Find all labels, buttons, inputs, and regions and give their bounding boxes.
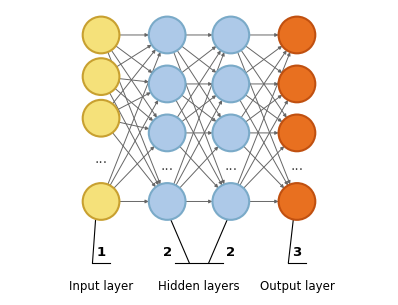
Circle shape: [83, 58, 119, 95]
Circle shape: [213, 66, 249, 102]
Circle shape: [213, 115, 249, 151]
Text: 2: 2: [226, 246, 235, 259]
Text: ...: ...: [224, 159, 237, 173]
Text: Output layer: Output layer: [259, 280, 334, 293]
Text: ...: ...: [94, 152, 107, 166]
Circle shape: [213, 16, 249, 53]
Circle shape: [213, 183, 249, 220]
Circle shape: [279, 115, 315, 151]
Text: 1: 1: [96, 246, 105, 259]
Text: 3: 3: [292, 246, 302, 259]
Text: 2: 2: [163, 246, 172, 259]
Circle shape: [149, 183, 185, 220]
Text: Hidden layers: Hidden layers: [158, 280, 240, 293]
Circle shape: [279, 66, 315, 102]
Circle shape: [83, 100, 119, 137]
Text: ...: ...: [291, 159, 304, 173]
Circle shape: [149, 115, 185, 151]
Text: ...: ...: [161, 159, 174, 173]
Circle shape: [149, 66, 185, 102]
Circle shape: [83, 16, 119, 53]
Circle shape: [83, 183, 119, 220]
Circle shape: [149, 16, 185, 53]
Circle shape: [279, 16, 315, 53]
Circle shape: [279, 183, 315, 220]
Text: Input layer: Input layer: [69, 280, 133, 293]
